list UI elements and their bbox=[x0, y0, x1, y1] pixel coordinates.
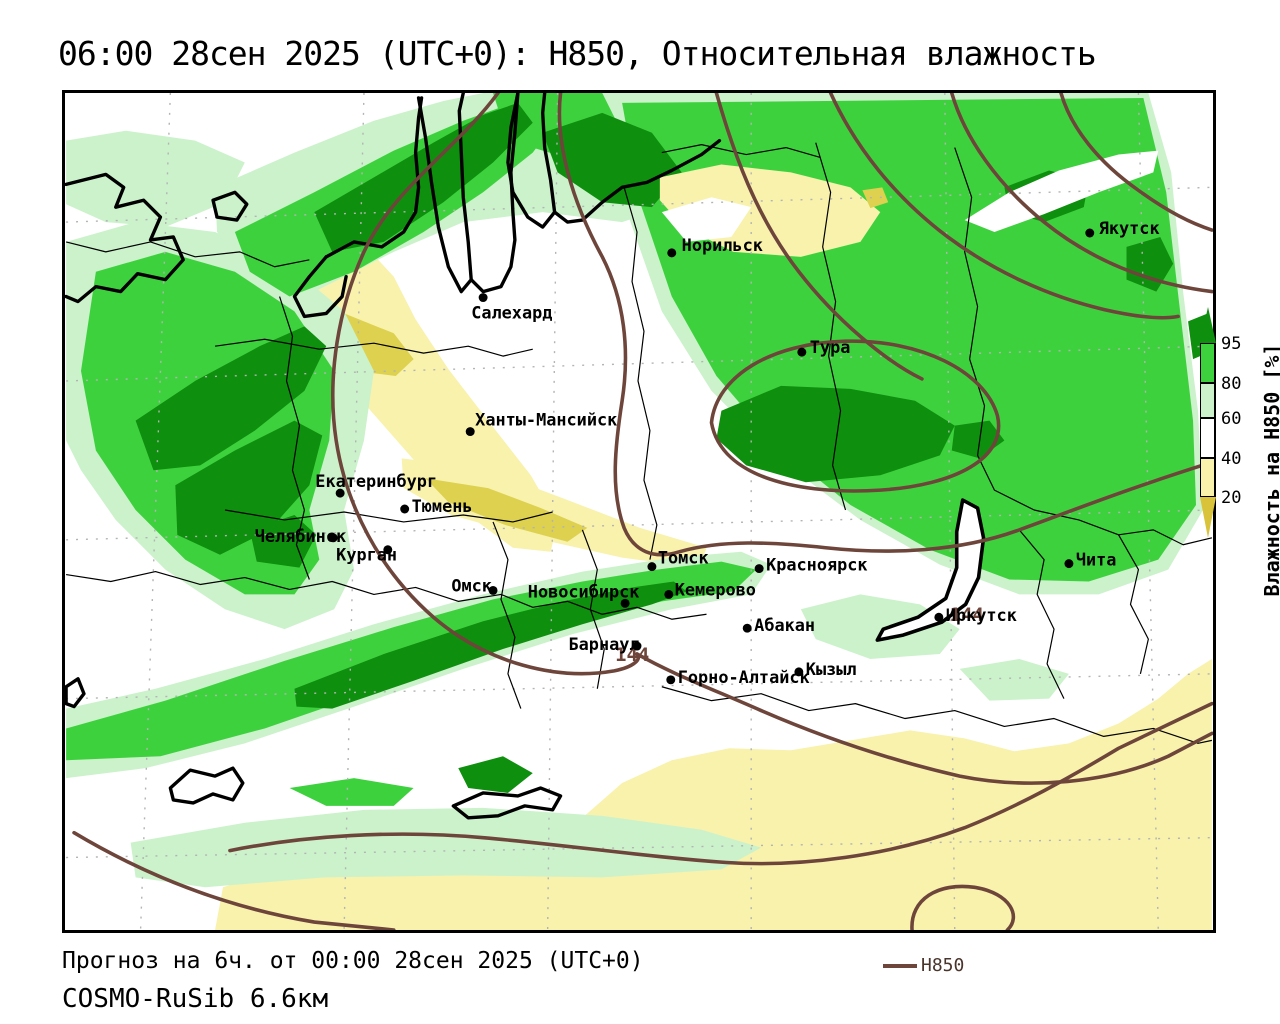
colorbar-title-text: Влажность на H850 [%] bbox=[1260, 343, 1280, 597]
forecast-info: Прогноз на 6ч. от 00:00 28сен 2025 (UTC+… bbox=[62, 948, 644, 974]
city-marker: Кемерово bbox=[664, 579, 756, 599]
city-label: Салехард bbox=[471, 302, 552, 322]
admin-border-layer bbox=[65, 142, 1213, 744]
colorbar-segment bbox=[1200, 458, 1215, 497]
city-dot bbox=[335, 488, 345, 498]
city-dot bbox=[632, 641, 642, 651]
city-marker: Кызыл bbox=[794, 659, 857, 679]
city-dot bbox=[667, 248, 677, 258]
city-marker: Томск bbox=[647, 548, 709, 572]
map-frame: 144 144 Норильск Салехард Тура Якутск Ханты-М… bbox=[62, 90, 1216, 933]
city-marker: Омск bbox=[451, 575, 498, 595]
city-label: Чита bbox=[1076, 550, 1117, 570]
city-label: Томск bbox=[658, 548, 709, 568]
h850-legend-line bbox=[883, 964, 917, 968]
city-marker: Чита bbox=[1064, 550, 1116, 570]
city-marker: Салехард bbox=[471, 293, 552, 322]
city-layer: Норильск Салехард Тура Якутск Ханты-Мансийск… bbox=[255, 218, 1160, 687]
city-marker: Якутск bbox=[1085, 218, 1160, 238]
model-info: COSMO-RuSib 6.6км bbox=[62, 984, 329, 1014]
contour-layer bbox=[72, 93, 1213, 930]
weather-map: 144 144 Норильск Салехард Тура Якутск Ханты-М… bbox=[65, 93, 1213, 930]
city-marker: Красноярск bbox=[754, 555, 868, 575]
colorbar-tick: 80 bbox=[1221, 374, 1242, 394]
coastline-layer bbox=[65, 93, 986, 820]
colorbar-segment bbox=[1200, 307, 1216, 343]
colorbar-segment bbox=[1200, 418, 1215, 458]
city-label: Горно-Алтайск bbox=[678, 667, 810, 687]
city-dot bbox=[328, 533, 338, 543]
city-label: Якутск bbox=[1099, 218, 1160, 238]
colorbar-segment bbox=[1200, 343, 1215, 383]
city-marker: Горно-Алтайск bbox=[666, 667, 810, 687]
city-dot bbox=[666, 675, 676, 685]
colorbar-tick: 95 bbox=[1221, 334, 1242, 354]
city-label: Норильск bbox=[682, 235, 763, 255]
contour-value-label: 144 bbox=[615, 644, 649, 666]
colorbar-tick: 60 bbox=[1221, 409, 1242, 429]
contour-value-label: 144 bbox=[950, 604, 984, 626]
city-dot bbox=[1064, 559, 1074, 569]
city-label: Ханты-Мансийск bbox=[475, 410, 617, 430]
city-marker: Тюмень bbox=[400, 496, 473, 516]
city-marker: Курган bbox=[336, 545, 397, 565]
city-label: Тура bbox=[810, 337, 851, 357]
city-marker: Норильск bbox=[667, 235, 763, 258]
city-label: Иркутск bbox=[946, 605, 1017, 625]
city-dot bbox=[754, 564, 764, 574]
colorbar-tick: 20 bbox=[1221, 488, 1242, 508]
city-label: Красноярск bbox=[766, 555, 868, 575]
city-label: Абакан bbox=[754, 615, 815, 635]
city-marker: Тура bbox=[797, 337, 850, 357]
city-marker: Абакан bbox=[742, 615, 815, 635]
page-title: 06:00 28сен 2025 (UTC+0): H850, Относите… bbox=[58, 34, 1097, 73]
city-label: Кызыл bbox=[806, 659, 857, 679]
city-dot bbox=[620, 598, 630, 608]
city-dot bbox=[400, 504, 410, 514]
contour-label-layer: 144 144 bbox=[615, 604, 984, 666]
city-dot bbox=[383, 545, 393, 555]
city-marker: Екатеринбург bbox=[315, 471, 437, 498]
colorbar-tick: 40 bbox=[1221, 449, 1242, 469]
city-label: Омск bbox=[451, 575, 492, 595]
city-dot bbox=[647, 562, 657, 572]
city-dot bbox=[488, 585, 498, 595]
city-label: Кемерово bbox=[675, 579, 756, 599]
city-dot bbox=[797, 347, 807, 357]
city-dot bbox=[664, 589, 674, 599]
city-label: Челябинск bbox=[255, 526, 346, 546]
city-dot bbox=[1085, 228, 1095, 238]
city-label: Новосибирск bbox=[528, 581, 640, 601]
city-label: Тюмень bbox=[412, 496, 473, 516]
city-dot bbox=[742, 623, 752, 633]
colorbar-segment bbox=[1200, 497, 1216, 538]
city-label: Екатеринбург bbox=[315, 471, 437, 491]
city-dot bbox=[794, 667, 804, 677]
city-marker: Челябинск bbox=[255, 526, 346, 546]
city-marker: Иркутск bbox=[934, 605, 1017, 625]
city-dot bbox=[465, 427, 475, 437]
colorbar-title: Влажность на H850 [%] bbox=[1238, 330, 1280, 610]
city-dot bbox=[478, 293, 488, 303]
h850-legend-label: H850 bbox=[921, 955, 965, 976]
city-marker: Ханты-Мансийск bbox=[465, 410, 617, 437]
city-dot bbox=[934, 612, 944, 622]
graticule-layer bbox=[66, 93, 1212, 930]
colorbar-segment bbox=[1200, 383, 1215, 418]
city-label: Барнаул bbox=[569, 634, 640, 654]
city-marker: Барнаул bbox=[569, 634, 642, 654]
city-marker: Новосибирск bbox=[528, 581, 640, 608]
city-label: Курган bbox=[336, 545, 397, 565]
